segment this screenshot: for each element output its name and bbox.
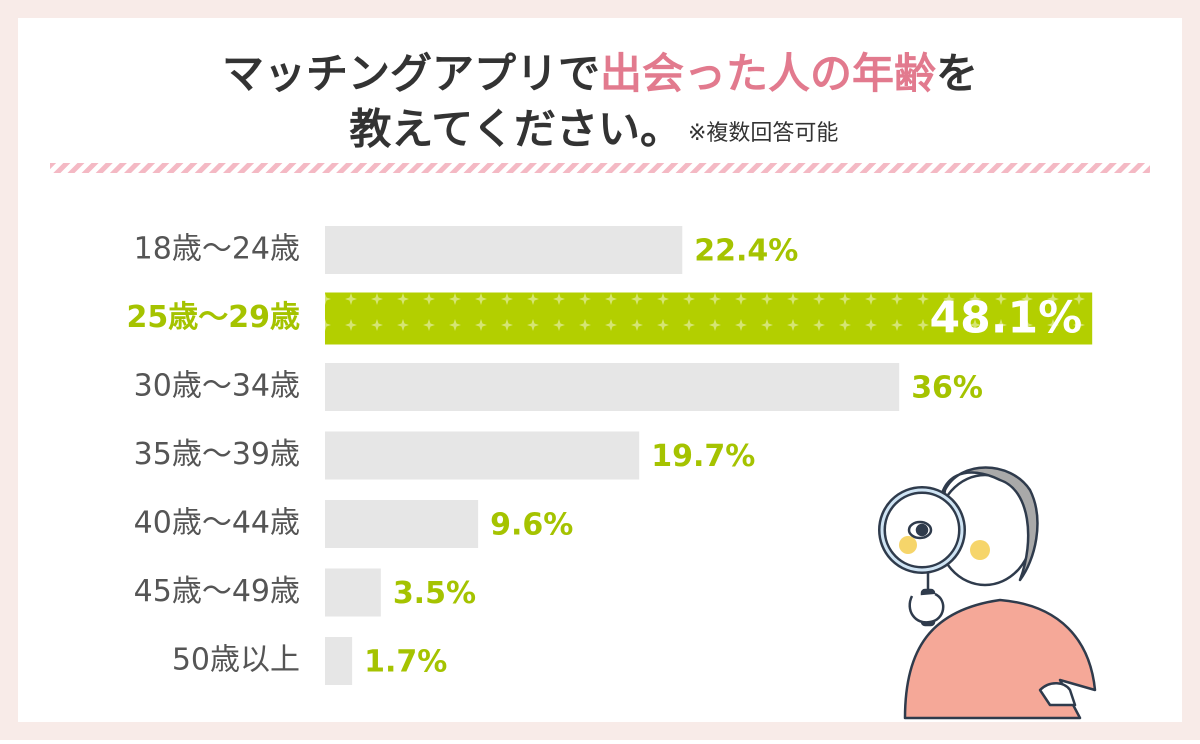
value-label: 36%: [911, 371, 983, 406]
bar: [325, 568, 381, 617]
value-label: 22.4%: [694, 234, 798, 269]
category-label: 40歳〜44歳: [134, 506, 300, 541]
bar: [325, 500, 479, 548]
title-highlight: 出会った人の年齢: [600, 49, 936, 98]
bar: [325, 363, 900, 411]
bar: [325, 431, 640, 480]
category-label: 45歳〜49歳: [134, 574, 300, 609]
value-label: 9.6%: [490, 508, 573, 543]
title-part: を: [936, 49, 978, 98]
value-label: 19.7%: [651, 439, 755, 474]
category-label: 25歳〜29歳: [127, 300, 301, 335]
category-label: 50歳以上: [172, 643, 300, 678]
category-label: 18歳〜24歳: [134, 232, 300, 267]
bar: [325, 226, 683, 274]
note: ※複数回答可能: [688, 121, 838, 146]
category-label: 30歳〜34歳: [134, 369, 300, 404]
title-part: マッチングアプリで: [222, 49, 600, 98]
divider: [50, 163, 1150, 173]
value-label: 3.5%: [393, 576, 476, 611]
illustration: [878, 466, 1097, 720]
bar: [325, 637, 353, 685]
value-label: 48.1%: [930, 293, 1083, 344]
value-label: 1.7%: [364, 645, 447, 680]
chart-title: 教えてください。: [349, 105, 682, 154]
chart-title: マッチングアプリで出会った人の年齢を: [222, 49, 978, 98]
bar-texture: [325, 292, 1093, 345]
category-label: 35歳〜39歳: [134, 437, 300, 472]
